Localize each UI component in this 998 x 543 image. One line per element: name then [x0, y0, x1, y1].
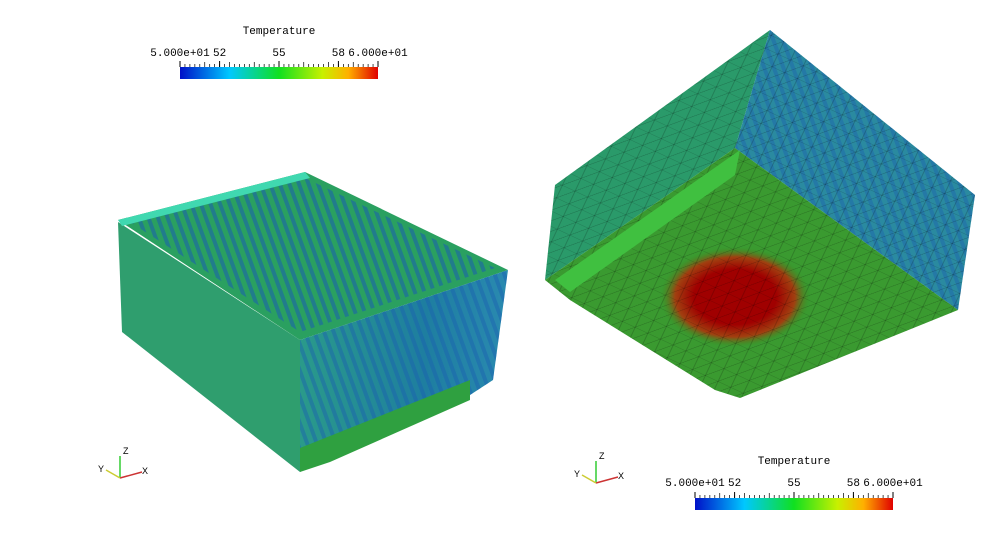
tick-label: 6.000e+01	[348, 48, 408, 60]
tick-label: 6.000e+01	[863, 478, 923, 490]
axis-label: Z	[599, 451, 605, 461]
axis-y	[105, 469, 121, 479]
fins-side-stripes	[300, 270, 508, 472]
colorbar-title: Temperature	[243, 26, 316, 38]
colorbar	[695, 498, 893, 510]
tick-label: 5.000e+01	[665, 478, 725, 490]
axis-label: Z	[123, 446, 129, 456]
axis-label: Y	[574, 469, 580, 479]
base	[300, 380, 470, 472]
heatsink-right	[545, 30, 975, 398]
tick-label: 55	[787, 478, 800, 490]
axis-x	[119, 471, 143, 479]
colorbar-title: Temperature	[758, 456, 831, 468]
heatsink-left	[118, 172, 508, 472]
tick-label: 58	[332, 48, 345, 60]
axis-x	[595, 476, 619, 484]
mesh	[545, 148, 958, 398]
tick-label: 52	[213, 48, 226, 60]
axis-label: X	[142, 466, 148, 476]
axis-y	[581, 474, 597, 484]
tick-label: 55	[272, 48, 285, 60]
axis-label: Y	[98, 464, 104, 474]
tick-label: 58	[847, 478, 860, 490]
tick-label: 5.000e+01	[150, 48, 210, 60]
edge	[118, 172, 310, 226]
fins-top	[130, 178, 495, 332]
tick-label: 52	[728, 478, 741, 490]
axis-label: X	[618, 471, 624, 481]
colorbar	[180, 67, 378, 79]
front-face	[118, 222, 300, 472]
rim	[555, 150, 740, 292]
mesh-fins	[545, 30, 975, 310]
